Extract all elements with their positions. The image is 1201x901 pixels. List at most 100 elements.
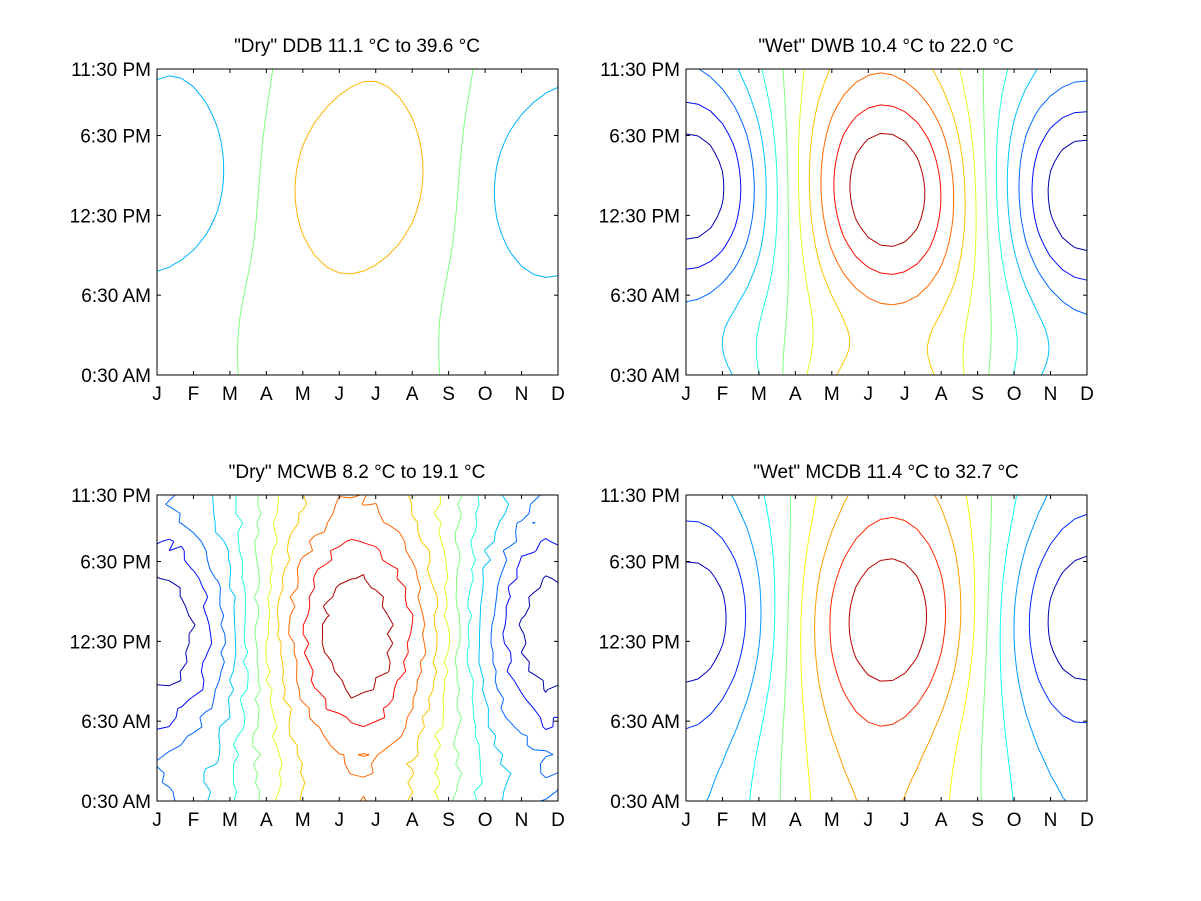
y-tick-label: 0:30 AM	[610, 366, 680, 387]
panel-dry-ddb: "Dry" DDB 11.1 °C to 39.6 °C J F M A M J J A S O N…	[70, 36, 565, 405]
contour-level-4	[203, 494, 512, 802]
x-tick-label: F	[188, 810, 200, 831]
contour-level-5	[779, 494, 993, 802]
y-tick-label: 0:30 AM	[81, 792, 151, 813]
y-tick-label: 6:30 AM	[81, 712, 151, 733]
contour-level-9	[820, 72, 955, 306]
y-axis-ticks: 11:30 PM 6:30 PM 12:30 PM 6:30 AM 0:30 AM	[599, 60, 1087, 387]
y-tick-label: 12:30 PM	[70, 632, 151, 653]
contour-level-7	[814, 494, 962, 802]
y-tick-label: 6:30 PM	[80, 127, 151, 148]
x-tick-label: M	[751, 810, 767, 831]
x-tick-label: F	[717, 384, 729, 405]
contour-level-3	[706, 494, 1067, 802]
x-tick-label: A	[935, 810, 948, 831]
y-tick-label: 12:30 PM	[599, 632, 680, 653]
x-tick-label: N	[515, 384, 529, 405]
panel-title: "Dry" MCWB 8.2 °C to 19.1 °C	[229, 462, 486, 483]
contour-level-2	[156, 538, 559, 730]
x-tick-label: N	[1044, 384, 1058, 405]
contour-lines	[685, 494, 1088, 802]
x-tick-label: O	[478, 384, 493, 405]
contour-level-2	[685, 513, 1088, 730]
x-tick-label: O	[478, 810, 493, 831]
y-tick-label: 6:30 AM	[81, 286, 151, 307]
contour-level-6	[782, 68, 992, 376]
contour-level-2	[156, 75, 559, 278]
panel-wet-mcdb: "Wet" MCDB 11.4 °C to 32.7 °C J F M A M J J A S O…	[599, 462, 1094, 831]
x-tick-label: M	[751, 384, 767, 405]
x-tick-label: J	[864, 384, 874, 405]
plot-frame	[685, 494, 1088, 802]
contour-level-4	[721, 68, 1050, 376]
x-tick-label: J	[152, 810, 162, 831]
y-tick-label: 6:30 AM	[610, 286, 680, 307]
x-tick-label: A	[935, 384, 948, 405]
y-tick-label: 11:30 PM	[71, 486, 151, 507]
x-tick-label: S	[971, 810, 984, 831]
panel-title: "Dry" DDB 11.1 °C to 39.6 °C	[234, 36, 480, 57]
y-axis-ticks: 11:30 PM 6:30 PM 12:30 PM 6:30 AM 0:30 AM	[599, 486, 1087, 813]
y-tick-label: 0:30 AM	[610, 792, 680, 813]
x-tick-label: F	[717, 810, 729, 831]
contour-level-7	[797, 68, 977, 376]
y-tick-label: 11:30 PM	[600, 60, 680, 81]
x-tick-label: S	[971, 384, 984, 405]
contour-level-3	[237, 68, 474, 376]
x-tick-label: J	[371, 384, 381, 405]
y-axis-ticks: 11:30 PM 6:30 PM 12:30 PM 6:30 AM 0:30 AM	[70, 486, 558, 813]
x-tick-label: A	[406, 810, 419, 831]
x-tick-label: J	[152, 384, 162, 405]
y-tick-label: 12:30 PM	[70, 206, 151, 227]
x-tick-label: M	[295, 810, 311, 831]
contour-level-1	[685, 133, 1088, 251]
plot-frame	[685, 68, 1088, 376]
panel-wet-dwb: "Wet" DWB 10.4 °C to 22.0 °C J F M A M J J A S O N…	[599, 36, 1094, 405]
x-tick-label: J	[681, 384, 691, 405]
panel-dry-mcwb: "Dry" MCWB 8.2 °C to 19.1 °C J F M A M J J A S O N…	[70, 462, 565, 831]
y-tick-label: 6:30 PM	[609, 553, 680, 574]
contour-level-9	[288, 494, 427, 802]
contour-level-3	[685, 68, 1088, 315]
panel-title: "Wet" MCDB 11.4 °C to 32.7 °C	[753, 462, 1019, 483]
x-tick-label: O	[1007, 810, 1022, 831]
x-tick-label: N	[1044, 810, 1058, 831]
contour-level-5	[232, 494, 484, 802]
x-tick-label: J	[371, 810, 381, 831]
x-tick-label: O	[1007, 384, 1022, 405]
x-tick-label: M	[222, 384, 238, 405]
contour-level-8	[829, 516, 947, 727]
contour-lines	[685, 68, 1088, 376]
contour-level-2	[685, 101, 1088, 281]
x-tick-label: N	[515, 810, 529, 831]
x-tick-label: J	[900, 384, 910, 405]
contour-level-8	[277, 494, 439, 802]
contour-level-9	[848, 558, 928, 682]
contour-level-10	[302, 538, 414, 728]
x-tick-label: S	[442, 384, 455, 405]
x-tick-label: A	[406, 384, 419, 405]
x-tick-label: M	[824, 810, 840, 831]
x-tick-label: J	[335, 384, 345, 405]
contour-level-8	[808, 68, 966, 376]
panel-title: "Wet" DWB 10.4 °C to 22.0 °C	[758, 36, 1013, 57]
contour-level-5	[755, 68, 1018, 376]
plot-frame	[156, 494, 559, 802]
contour-level-1	[685, 555, 1088, 683]
x-tick-label: M	[824, 384, 840, 405]
contour-level-6	[252, 494, 463, 802]
x-tick-label: M	[222, 810, 238, 831]
contour-lines	[156, 68, 559, 376]
plot-frame	[156, 68, 559, 376]
x-tick-label: D	[1080, 384, 1094, 405]
x-tick-label: A	[260, 810, 273, 831]
x-tick-label: F	[188, 384, 200, 405]
x-tick-label: J	[681, 810, 691, 831]
contour-level-4	[294, 80, 424, 275]
y-tick-label: 6:30 PM	[80, 553, 151, 574]
